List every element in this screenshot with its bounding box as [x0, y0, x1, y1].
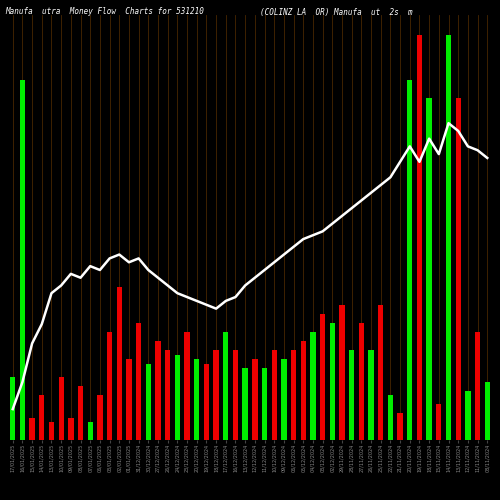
Bar	[78, 386, 83, 440]
Bar	[184, 332, 190, 440]
Bar	[340, 305, 344, 440]
Bar	[436, 404, 442, 440]
Bar	[446, 35, 451, 440]
Bar	[358, 323, 364, 440]
Bar	[107, 332, 112, 440]
Bar	[20, 80, 25, 440]
Bar	[58, 377, 64, 440]
Bar	[262, 368, 267, 440]
Bar	[272, 350, 277, 440]
Bar	[68, 418, 73, 440]
Bar	[252, 359, 258, 440]
Bar	[30, 418, 35, 440]
Bar	[39, 395, 44, 440]
Bar	[456, 98, 461, 440]
Bar	[88, 422, 93, 440]
Bar	[49, 422, 54, 440]
Bar	[465, 390, 470, 440]
Bar	[484, 382, 490, 440]
Bar	[146, 364, 151, 440]
Bar	[398, 413, 403, 440]
Bar	[194, 359, 200, 440]
Bar	[136, 323, 141, 440]
Text: Manufa  utra  Money Flow  Charts for 531210: Manufa utra Money Flow Charts for 531210	[5, 8, 204, 16]
Bar	[174, 354, 180, 440]
Bar	[349, 350, 354, 440]
Bar	[126, 359, 132, 440]
Bar	[233, 350, 238, 440]
Bar	[214, 350, 219, 440]
Bar	[417, 35, 422, 440]
Bar	[407, 80, 412, 440]
Bar	[281, 359, 286, 440]
Bar	[291, 350, 296, 440]
Bar	[475, 332, 480, 440]
Bar	[378, 305, 384, 440]
Bar	[330, 323, 335, 440]
Bar	[368, 350, 374, 440]
Bar	[165, 350, 170, 440]
Bar	[426, 98, 432, 440]
Bar	[116, 287, 122, 440]
Bar	[204, 364, 209, 440]
Bar	[97, 395, 102, 440]
Bar	[320, 314, 326, 440]
Text: (COLINZ LA  OR) Manufa  ut  2s  m: (COLINZ LA OR) Manufa ut 2s m	[260, 8, 412, 16]
Bar	[10, 377, 16, 440]
Bar	[156, 341, 160, 440]
Bar	[388, 395, 393, 440]
Bar	[300, 341, 306, 440]
Bar	[310, 332, 316, 440]
Bar	[242, 368, 248, 440]
Bar	[223, 332, 228, 440]
